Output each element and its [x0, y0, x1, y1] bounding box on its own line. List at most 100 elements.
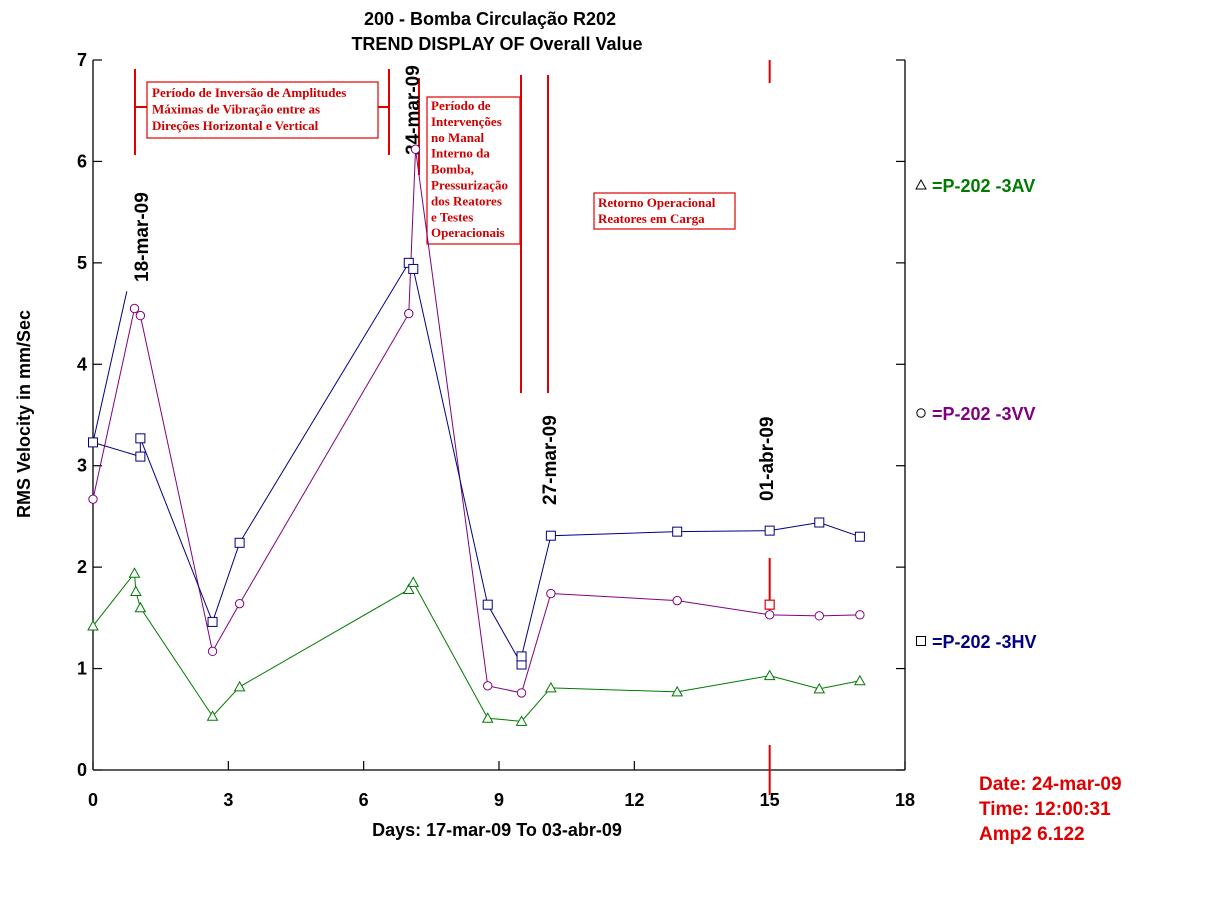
data-point-square [88, 437, 98, 448]
data-point-square [234, 537, 245, 548]
data-point-triangle [545, 681, 557, 693]
y-tick-label: 4 [77, 354, 87, 374]
annotation-text: Direções Horizontal e Vertical [152, 118, 319, 133]
x-tick-label: 18 [895, 790, 915, 810]
x-tick-label: 15 [760, 790, 780, 810]
data-point-circle [672, 595, 682, 606]
chart-subtitle: TREND DISPLAY OF Overall Value [351, 34, 642, 54]
data-point-circle [410, 144, 421, 154]
data-point-square [854, 531, 865, 542]
x-tick-label: 0 [88, 790, 98, 810]
data-point-circle [135, 310, 146, 321]
y-tick-label: 0 [77, 760, 87, 780]
annotation-text: Bomba, [431, 162, 474, 177]
data-point-circle [129, 303, 140, 314]
annotation-text: Máximas de Vibração entre as [152, 102, 320, 117]
x-tick-label: 3 [223, 790, 233, 810]
data-point-triangle [481, 712, 494, 723]
date-marker-label: 18-mar-09 [132, 192, 153, 282]
data-point-triangle [671, 685, 684, 697]
data-point-circle [207, 646, 218, 657]
legend-label: =P-202 -3VV [932, 404, 1036, 424]
legend-label: =P-202 -3HV [932, 632, 1037, 652]
y-tick-label: 2 [77, 557, 87, 577]
data-point-square [545, 530, 556, 541]
annotation-text: Intervenções [431, 114, 502, 129]
date-marker-label: 01-abr-09 [757, 417, 778, 502]
series-line-lead [92, 291, 128, 443]
legend-label: =P-202 -3AV [932, 176, 1035, 196]
y-tick-label: 1 [77, 659, 87, 679]
x-tick-label: 6 [359, 790, 369, 810]
data-point-circle [404, 308, 414, 319]
annotation-text: Operacionais [431, 225, 505, 240]
data-point-triangle [915, 178, 927, 190]
data-point-triangle [763, 669, 776, 681]
data-point-circle [234, 598, 245, 609]
series-group [87, 144, 866, 726]
annotation-text: Período de Inversão de Amplitudes [152, 85, 346, 100]
annotation-text: no Manal [431, 130, 484, 145]
chart-title: 200 - Bomba Circulação R202 [364, 9, 616, 29]
data-point-circle [916, 408, 926, 418]
data-point-square [672, 526, 683, 537]
info-time: Time: 12:00:31 [979, 799, 1111, 820]
data-point-circle [855, 610, 865, 620]
date-marker-label: 27-mar-09 [540, 415, 561, 505]
date-marker-label: 24-mar-09 [403, 65, 424, 155]
x-tick-label: 9 [494, 790, 504, 810]
data-point-square [814, 517, 825, 528]
annotation-text: Pressurização [431, 178, 508, 193]
series-line [92, 149, 860, 694]
y-tick-label: 3 [77, 456, 87, 476]
y-tick-label: 7 [77, 50, 87, 70]
annotation-text: Período de [431, 98, 491, 113]
annotation-text: dos Reatores [431, 193, 502, 208]
data-point-triangle [87, 619, 99, 631]
annotation-box [426, 96, 521, 245]
annotation-text: Reatores em Carga [598, 211, 705, 226]
info-date: Date: 24-mar-09 [979, 774, 1122, 795]
data-point-square [764, 525, 775, 536]
data-point-square [135, 451, 146, 462]
annotations-group: Período de Inversão de Amplitudes Máximas… [132, 60, 778, 795]
data-point-triangle [128, 567, 141, 578]
info-amp: Amp2 6.122 [979, 824, 1085, 845]
y-axis-label: RMS Velocity in mm/Sec [14, 310, 34, 518]
x-axis-label: Days: 17-mar-09 To 03-abr-09 [372, 820, 622, 840]
data-point-triangle [515, 715, 528, 726]
legend-group: =P-202 -3AV =P-202 -3VV =P-202 -3HV [915, 176, 1037, 652]
data-point-square [516, 651, 527, 662]
annotation-text: e Testes [431, 209, 473, 224]
data-point-square [207, 616, 218, 627]
data-point-circle [483, 681, 493, 691]
data-point-triangle [813, 682, 826, 694]
data-point-triangle [233, 680, 246, 692]
data-point-triangle [402, 583, 415, 594]
cursor-marker [764, 599, 775, 610]
data-point-triangle [407, 576, 420, 587]
data-point-circle [88, 494, 98, 504]
data-point-circle [764, 610, 775, 620]
data-point-triangle [130, 585, 142, 596]
data-point-circle [546, 588, 556, 599]
data-point-circle [516, 688, 527, 698]
data-point-square [916, 636, 926, 646]
data-point-triangle [134, 601, 147, 613]
annotation-text: Interno da [431, 146, 490, 161]
series-line [92, 571, 860, 722]
data-point-triangle [206, 710, 219, 721]
annotation-text: Retorno Operacional [598, 195, 716, 210]
y-tick-label: 6 [77, 151, 87, 171]
data-point-triangle [854, 674, 866, 686]
data-point-circle [814, 611, 824, 621]
annotation-box [593, 192, 736, 230]
data-point-square [135, 433, 146, 444]
x-tick-label: 12 [624, 790, 644, 810]
data-point-square [482, 599, 493, 610]
annotation-box [146, 81, 379, 139]
y-tick-label: 5 [77, 253, 87, 273]
data-point-square [408, 263, 419, 274]
